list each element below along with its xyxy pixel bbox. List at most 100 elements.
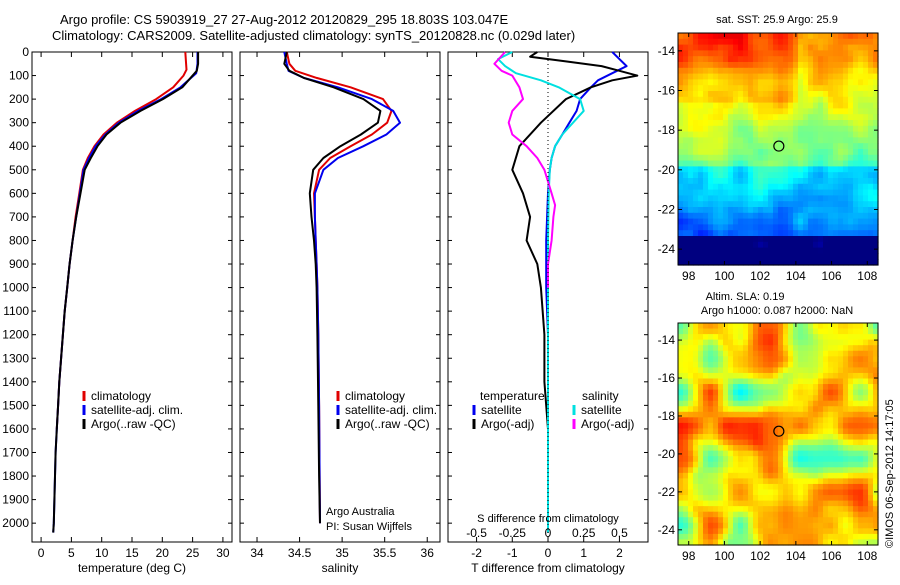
map-cell (728, 378, 734, 385)
map-cell (718, 114, 724, 121)
map-cell (783, 212, 789, 220)
map-cell (688, 328, 694, 335)
map-cell (753, 172, 759, 179)
map-cell (748, 339, 754, 346)
map-cell (758, 533, 764, 541)
map-cell (723, 114, 729, 121)
map-cell (768, 456, 774, 463)
map-cell (803, 38, 809, 46)
map-cell (813, 212, 819, 220)
map-cell (748, 378, 754, 385)
map-cell (818, 38, 824, 46)
map-cell (768, 434, 774, 441)
map-cell (798, 247, 804, 254)
map-cell (868, 102, 874, 109)
map-cell (788, 500, 794, 507)
map-cell (853, 434, 859, 441)
map-cell (728, 511, 734, 518)
map-cell (713, 33, 719, 40)
map-cell (763, 323, 769, 330)
map-cell (753, 73, 759, 80)
map-cell (733, 253, 739, 260)
map-cell (778, 483, 784, 491)
map-cell (858, 456, 864, 463)
map-cell (723, 183, 729, 191)
map-cell (683, 445, 689, 452)
map-cell (853, 356, 859, 363)
map-cell (698, 62, 704, 69)
map-cell (768, 236, 774, 243)
map-cell (848, 434, 854, 441)
map-cell (753, 334, 759, 341)
map-cell (703, 33, 709, 40)
map-cell (698, 517, 704, 524)
map-cell (708, 511, 714, 518)
map-cell (798, 56, 804, 63)
map-cell (838, 428, 844, 435)
map-cell (778, 85, 784, 92)
map-cell (768, 183, 774, 191)
map-cell (873, 96, 879, 104)
map-cell (823, 131, 829, 138)
map-cell (823, 154, 829, 162)
map-cell (758, 389, 764, 396)
map-cell (868, 533, 874, 541)
map-cell (738, 384, 744, 391)
map-y-tick-label: -14 (658, 333, 676, 347)
map-cell (688, 422, 694, 430)
map-cell (773, 56, 779, 63)
map-cell (753, 149, 759, 156)
map-cell (783, 96, 789, 104)
plot-frame (239, 51, 441, 543)
map-cell (783, 378, 789, 385)
map-cell (793, 160, 799, 167)
map-cell (708, 478, 714, 485)
map-cell (828, 96, 834, 104)
map-cell (698, 378, 704, 385)
y-tick-label: 600 (9, 186, 29, 200)
map-cell (713, 149, 719, 156)
map-cell (818, 149, 824, 156)
map-cell (683, 439, 689, 446)
map-cell (828, 143, 834, 150)
map-cell (843, 339, 849, 346)
map-cell (693, 218, 699, 225)
map-cell (718, 500, 724, 507)
map-cell (713, 483, 719, 491)
map-cell (873, 62, 879, 69)
map-cell (693, 183, 699, 191)
map-cell (828, 166, 834, 173)
map-cell (758, 79, 764, 86)
map-cell (693, 506, 699, 513)
map-cell (863, 428, 869, 435)
map-cell (728, 85, 734, 92)
map-cell (698, 259, 704, 266)
map-cell (738, 131, 744, 138)
map-cell (783, 539, 789, 546)
map-cell (843, 224, 849, 231)
map-cell (843, 259, 849, 266)
map-cell (868, 67, 874, 75)
map-cell (838, 207, 844, 214)
map-cell (713, 378, 719, 385)
map-cell (748, 461, 754, 468)
map-cell (758, 395, 764, 402)
map-cell (858, 91, 864, 98)
map-cell (758, 539, 764, 546)
map-cell (778, 384, 784, 391)
map-cell (788, 207, 794, 214)
map-cell (808, 339, 814, 346)
map-cell (818, 44, 824, 51)
map-cell (748, 67, 754, 75)
map-cell (708, 517, 714, 524)
map-cell (693, 411, 699, 418)
map-cell (773, 143, 779, 150)
map-cell (823, 323, 829, 330)
map-cell (808, 395, 814, 402)
map-cell (813, 439, 819, 446)
map-cell (818, 195, 824, 202)
map-cell (763, 339, 769, 346)
map-cell (853, 137, 859, 144)
map-cell (748, 495, 754, 502)
map-cell (823, 143, 829, 150)
